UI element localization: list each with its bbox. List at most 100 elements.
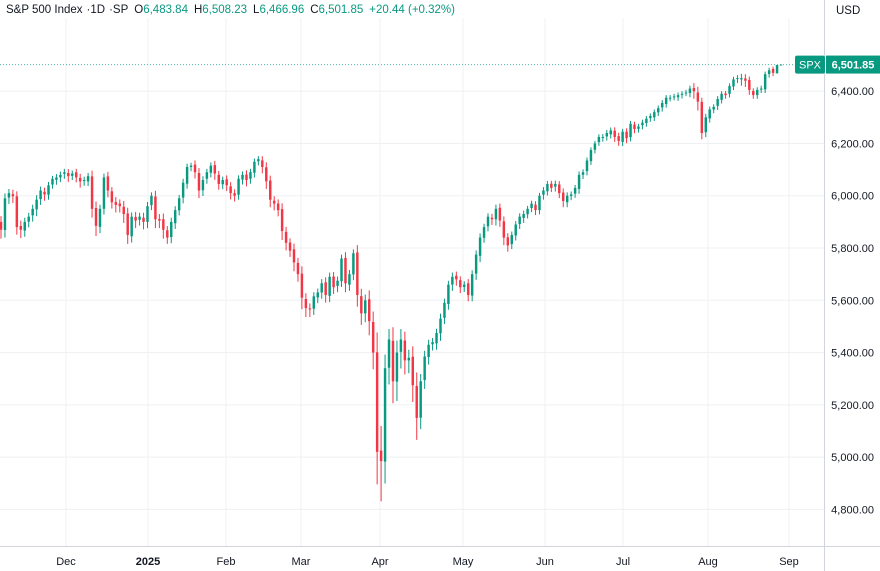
interval-label[interactable]: 1D: [90, 4, 106, 16]
candle-body: [257, 159, 260, 162]
currency-label[interactable]: USD: [836, 5, 861, 17]
candle-body: [577, 174, 581, 189]
candle-body: [11, 194, 15, 197]
candle-body: [51, 178, 54, 185]
candle-body: [19, 226, 23, 230]
candle-body: [348, 274, 351, 285]
candle-body: [534, 204, 537, 211]
candle-body: [352, 253, 355, 275]
candle-body: [272, 200, 276, 204]
candle-body: [130, 216, 133, 237]
time-tick-label: Apr: [371, 556, 388, 568]
candle-body: [391, 340, 395, 382]
candle-body: [585, 160, 589, 172]
candle-body: [601, 136, 605, 138]
high-value: 6,508.23: [202, 4, 248, 16]
candle-body: [482, 227, 486, 238]
candle-body: [308, 308, 312, 310]
gridlines: [0, 18, 824, 546]
candle-body: [542, 190, 545, 195]
candle-body: [514, 224, 517, 236]
open-value: 6,483.84: [143, 4, 188, 16]
time-tick-label: Aug: [698, 556, 718, 568]
candle-body: [304, 298, 308, 309]
candle-body: [340, 258, 343, 282]
low-value: 6,466.96: [259, 4, 305, 16]
candle-body: [154, 196, 157, 220]
price-tick-label: 5,600.00: [831, 295, 874, 307]
candle-body: [510, 234, 513, 245]
candle-body: [744, 78, 747, 81]
price-tick-label: 6,200.00: [831, 138, 874, 150]
candle-body: [47, 185, 50, 195]
candle-body: [672, 96, 676, 98]
candle-body: [375, 352, 379, 452]
candle-body: [696, 92, 700, 102]
candle-body: [134, 216, 137, 221]
candle-body: [324, 282, 327, 296]
candle-body: [435, 332, 438, 344]
candle-body: [387, 339, 391, 368]
candle-body: [617, 136, 620, 141]
candle-body: [668, 97, 672, 99]
candle-body: [193, 164, 197, 173]
symbol-name[interactable]: S&P 500 Index: [6, 4, 83, 16]
high-key: H: [193, 4, 203, 16]
candle-body: [59, 174, 62, 178]
candle-body: [518, 216, 521, 224]
symbol-header[interactable]: S&P 500 Index ·1D ·SP O6,483.84 H6,508.23 L6,…: [6, 4, 455, 16]
candle-body: [371, 321, 375, 353]
candle-body: [166, 230, 169, 238]
candle-body: [716, 99, 719, 106]
candle-body: [629, 123, 632, 138]
candle-body: [221, 180, 224, 185]
candle-body: [609, 130, 612, 135]
candle-body: [427, 344, 430, 358]
candle-body: [320, 283, 323, 293]
candle-body: [490, 217, 494, 220]
candle-body: [732, 79, 735, 87]
candle-body: [649, 116, 652, 119]
time-tick-label: Jun: [536, 556, 554, 568]
candle-body: [75, 172, 78, 178]
candle-body: [771, 68, 775, 73]
candle-body: [185, 166, 189, 184]
candle-body: [625, 131, 628, 139]
candle-body: [122, 206, 125, 215]
candle-body: [170, 221, 173, 238]
candle-body: [209, 165, 213, 173]
candle-body: [704, 117, 707, 133]
candle-body: [43, 191, 46, 195]
candle-body: [173, 210, 177, 224]
candle-body: [63, 172, 66, 174]
candle-body: [645, 118, 648, 124]
close-key: C: [310, 4, 319, 16]
candle-body: [217, 174, 220, 184]
candle-body: [23, 221, 26, 231]
candle-body: [621, 131, 624, 142]
candle-body: [383, 368, 387, 462]
candle-body: [90, 176, 94, 209]
candle-body: [146, 206, 149, 222]
candle-body: [728, 85, 731, 94]
candle-body: [379, 450, 383, 462]
close-value: 6,501.85: [318, 4, 364, 16]
last-price-tag: SPX 6,501.85: [795, 55, 880, 74]
candle-body: [403, 340, 407, 361]
candle-body: [158, 219, 161, 221]
candle-body: [300, 273, 304, 298]
candle-body: [328, 276, 331, 296]
exchange-label: SP: [112, 4, 129, 16]
price-axis-labels: 4,800.00 5,000.00 5,200.00 5,400.00 5,600.00…: [831, 86, 874, 516]
time-tick-label: Dec: [56, 556, 76, 568]
time-tick-label: Jul: [616, 556, 630, 568]
candle-body: [225, 179, 228, 186]
separator: ·: [86, 4, 91, 16]
candles: [0, 64, 783, 502]
candle-body: [775, 65, 779, 74]
candle-body: [395, 352, 399, 382]
candle-body: [316, 292, 319, 298]
candle-body: [736, 78, 739, 80]
